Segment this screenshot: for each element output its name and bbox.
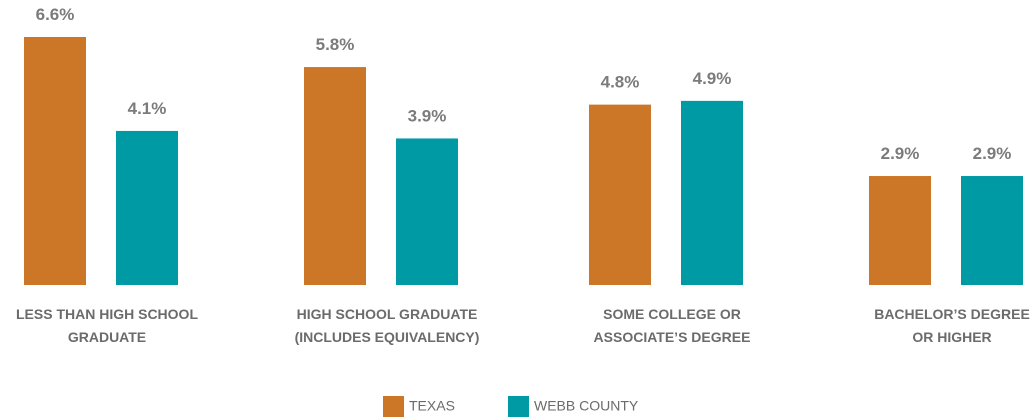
legend-label: WEBB COUNTY [534,398,639,414]
bar [304,67,366,285]
bar [681,100,743,285]
value-label: 4.8% [601,73,640,92]
bar [869,176,931,285]
category-label: SOME COLLEGE OR ASSOCIATE’S DEGREE [594,306,751,345]
category-label: HIGH SCHOOL GRADUATE (INCLUDES EQUIVALENC… [295,306,480,345]
legend-swatch [508,396,529,417]
bar [589,104,651,286]
value-label: 4.1% [128,99,167,118]
legend-label: TEXAS [409,398,455,414]
category-label: BACHELOR’S DEGREE OR HIGHER [874,306,1030,345]
category-label: LESS THAN HIGH SCHOOL GRADUATE [16,306,198,345]
value-label: 5.8% [316,36,355,55]
bar [961,176,1023,285]
value-label: 2.9% [973,145,1012,164]
value-label: 6.6% [36,5,75,24]
bar [396,138,458,285]
bar [24,37,86,285]
value-label: 2.9% [881,145,920,164]
value-label: 3.9% [408,107,447,126]
legend-swatch [383,396,404,417]
bar [116,130,178,285]
value-label: 4.9% [693,69,732,88]
